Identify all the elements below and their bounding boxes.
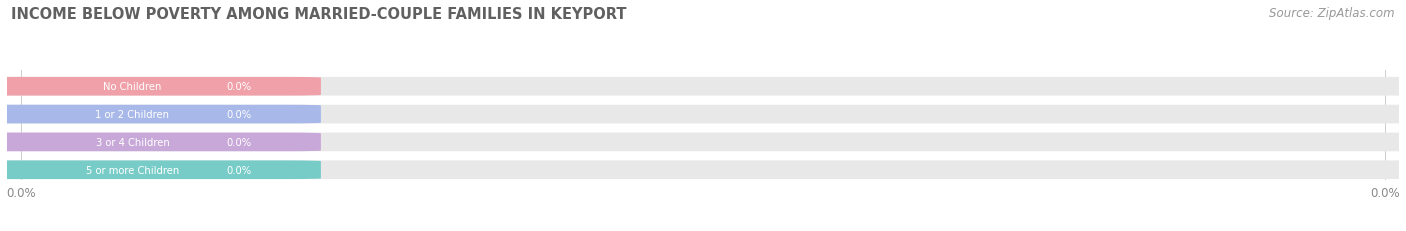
Text: 1 or 2 Children: 1 or 2 Children [96, 109, 170, 120]
Text: 0.0%: 0.0% [226, 82, 252, 92]
Text: 5 or more Children: 5 or more Children [86, 165, 179, 175]
FancyBboxPatch shape [0, 161, 1406, 179]
Text: 0.0%: 0.0% [226, 109, 252, 120]
FancyBboxPatch shape [0, 133, 321, 152]
Text: INCOME BELOW POVERTY AMONG MARRIED-COUPLE FAMILIES IN KEYPORT: INCOME BELOW POVERTY AMONG MARRIED-COUPL… [11, 7, 627, 22]
Text: 0.0%: 0.0% [6, 186, 35, 199]
FancyBboxPatch shape [0, 78, 321, 96]
FancyBboxPatch shape [0, 105, 1406, 124]
FancyBboxPatch shape [0, 78, 1406, 96]
Text: No Children: No Children [103, 82, 162, 92]
Text: 3 or 4 Children: 3 or 4 Children [96, 137, 169, 147]
FancyBboxPatch shape [0, 105, 321, 124]
FancyBboxPatch shape [0, 133, 1406, 152]
Text: 0.0%: 0.0% [226, 165, 252, 175]
FancyBboxPatch shape [0, 161, 321, 179]
Text: 0.0%: 0.0% [1371, 186, 1400, 199]
Text: 0.0%: 0.0% [226, 137, 252, 147]
Text: Source: ZipAtlas.com: Source: ZipAtlas.com [1270, 7, 1395, 20]
